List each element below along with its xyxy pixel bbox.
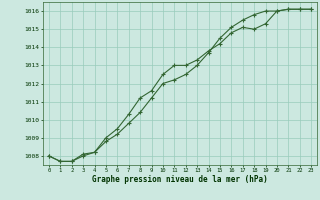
X-axis label: Graphe pression niveau de la mer (hPa): Graphe pression niveau de la mer (hPa) bbox=[92, 175, 268, 184]
